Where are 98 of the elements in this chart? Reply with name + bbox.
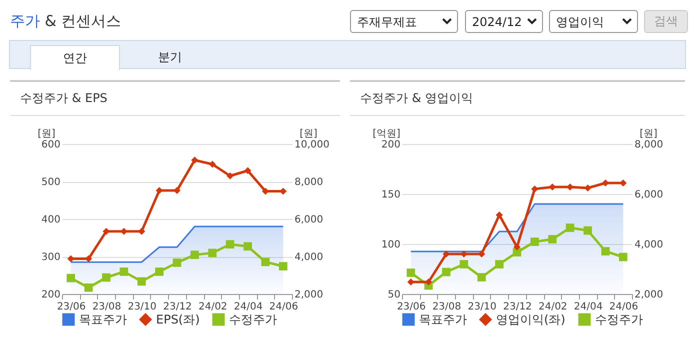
point: [495, 260, 504, 268]
point: [172, 258, 182, 267]
legend-label: 수정주가: [229, 312, 277, 327]
point: [477, 273, 486, 282]
y-tick-label: 600: [41, 140, 60, 150]
point: [67, 255, 74, 262]
point: [601, 247, 610, 256]
point: [208, 248, 217, 258]
point: [584, 226, 592, 235]
x-tick-label: 24/06: [609, 302, 638, 312]
x-tick-label: 23/12: [163, 302, 192, 312]
text: 2024/12: [465, 10, 543, 33]
y-tick-label: 200: [381, 140, 400, 150]
point: [137, 277, 146, 286]
point: [531, 185, 538, 193]
point: [208, 160, 216, 168]
point: [548, 183, 556, 191]
y2-axis-title: [원]: [300, 128, 318, 140]
point: [407, 278, 414, 286]
text: 영업이익: [549, 10, 638, 33]
point: [442, 250, 450, 258]
y2-tick-label: 8,000: [294, 177, 324, 188]
legend-label: 목표주가: [419, 312, 467, 327]
x-tick-label: 24/04: [574, 302, 603, 312]
x-tick-label: 24/04: [234, 302, 263, 312]
point: [280, 188, 287, 195]
x-tick-label: 23/08: [432, 302, 462, 312]
point: [190, 250, 199, 259]
point: [618, 252, 628, 262]
x-tick-label: 23/10: [128, 302, 157, 312]
y-tick-label: 400: [41, 214, 60, 226]
chart-title: 수정주가 & EPS: [10, 82, 340, 116]
point: [84, 283, 93, 292]
x-tick-label: 23/12: [503, 302, 532, 312]
point: [155, 268, 164, 276]
text: 연간: [30, 45, 120, 70]
point: [530, 238, 539, 246]
y2-tick-label: 2,000: [294, 290, 324, 300]
text: 주가 & 컨센서스: [10, 12, 122, 31]
point: [548, 235, 557, 244]
y-tick-label: 300: [41, 252, 60, 263]
x-tick-label: 23/06: [396, 302, 426, 312]
point: [620, 179, 627, 187]
point: [496, 211, 503, 219]
y2-tick-label: 8,000: [634, 140, 664, 150]
chart-title: 수정주가 & 영업이익: [350, 82, 685, 116]
legend-label: 목표주가: [79, 312, 127, 327]
point: [513, 243, 521, 251]
legend-label: EPS(좌): [156, 312, 200, 327]
y2-tick-label: 4,000: [294, 252, 324, 263]
point: [102, 228, 110, 235]
point: [278, 262, 288, 270]
y2-tick-label: 10,000: [294, 140, 330, 150]
point: [138, 228, 146, 235]
point: [478, 250, 486, 258]
point: [602, 179, 609, 187]
point: [226, 172, 234, 180]
y-tick-label: 500: [41, 177, 60, 188]
x-tick-label: 23/10: [468, 302, 497, 312]
point: [85, 255, 92, 262]
y-tick-label: 50: [388, 290, 400, 300]
point: [262, 188, 269, 195]
point: [156, 186, 163, 194]
point: [406, 268, 416, 277]
point: [244, 167, 252, 174]
y-axis-title: [원]: [38, 128, 56, 140]
text: 분기: [157, 49, 183, 66]
point: [120, 268, 128, 276]
y-tick-label: 150: [381, 190, 400, 200]
point: [584, 184, 592, 192]
y-axis-title: [억원]: [372, 128, 400, 140]
point: [244, 242, 252, 251]
point: [261, 258, 270, 266]
y2-tick-label: 2,000: [634, 290, 664, 300]
point: [425, 278, 432, 286]
point: [460, 260, 468, 268]
x-tick-label: 24/02: [538, 302, 568, 312]
text: 주재무제표: [350, 10, 458, 33]
y2-axis-title: [원]: [640, 128, 658, 140]
y2-tick-label: 4,000: [634, 240, 664, 250]
point: [226, 240, 234, 248]
point: [66, 274, 76, 282]
x-tick-label: 24/06: [269, 302, 298, 312]
point: [191, 156, 198, 164]
point: [442, 268, 450, 276]
point: [120, 228, 128, 235]
point: [566, 224, 574, 232]
y2-tick-label: 6,000: [294, 214, 324, 226]
y2-tick-label: 6,000: [634, 190, 664, 200]
y-tick-label: 200: [41, 290, 60, 300]
y-tick-label: 100: [381, 240, 400, 250]
text: 검색: [644, 10, 688, 33]
x-tick-label: 23/06: [56, 302, 86, 312]
x-tick-label: 23/08: [92, 302, 122, 312]
legend-label: 수정주가: [595, 312, 643, 327]
x-tick-label: 24/02: [198, 302, 228, 312]
legend-label: 영업이익(좌): [496, 312, 566, 327]
point: [102, 273, 110, 282]
